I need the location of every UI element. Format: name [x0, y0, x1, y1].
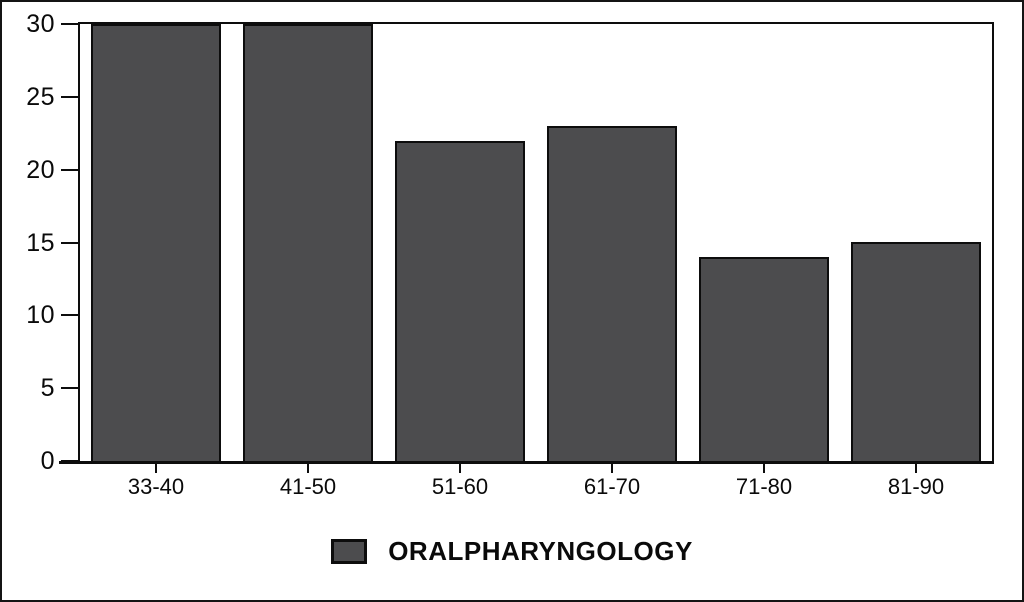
y-tick-label-30: 30 — [26, 10, 55, 38]
y-tick-5 — [61, 387, 78, 389]
bar-41-50 — [243, 24, 373, 461]
legend: ORALPHARYNGOLOGY — [2, 538, 1022, 564]
x-tick-51-60 — [459, 464, 461, 473]
y-tick-30 — [61, 23, 78, 25]
bar-81-90 — [851, 242, 981, 461]
y-tick-label-20: 20 — [26, 156, 55, 184]
y-tick-label-5: 5 — [40, 374, 55, 402]
bar-61-70 — [547, 126, 677, 461]
y-tick-15 — [61, 242, 78, 244]
bar-51-60 — [395, 141, 525, 461]
y-tick-label-15: 15 — [26, 229, 55, 257]
x-tick-label-81-90: 81-90 — [887, 474, 945, 499]
x-tick-81-90 — [915, 464, 917, 473]
x-axis-baseline-extension — [59, 461, 79, 464]
x-tick-label-33-40: 33-40 — [127, 474, 185, 499]
y-tick-10 — [61, 314, 78, 316]
x-tick-label-41-50: 41-50 — [279, 474, 337, 499]
y-tick-label-10: 10 — [26, 301, 55, 329]
x-tick-label-61-70: 61-70 — [583, 474, 641, 499]
y-tick-0 — [61, 460, 78, 462]
plot-area — [78, 22, 994, 464]
y-tick-20 — [61, 169, 78, 171]
y-tick-25 — [61, 96, 78, 98]
x-tick-label-71-80: 71-80 — [735, 474, 793, 499]
y-tick-label-25: 25 — [26, 83, 55, 111]
bars-layer — [80, 24, 992, 461]
x-tick-71-80 — [763, 464, 765, 473]
legend-label: ORALPHARYNGOLOGY — [388, 536, 693, 566]
legend-swatch — [331, 538, 368, 564]
x-tick-33-40 — [155, 464, 157, 473]
x-tick-label-51-60: 51-60 — [431, 474, 489, 499]
x-tick-61-70 — [611, 464, 613, 473]
bar-33-40 — [91, 24, 221, 461]
x-tick-41-50 — [307, 464, 309, 473]
bar-71-80 — [699, 257, 829, 461]
y-tick-label-0: 0 — [40, 447, 55, 475]
